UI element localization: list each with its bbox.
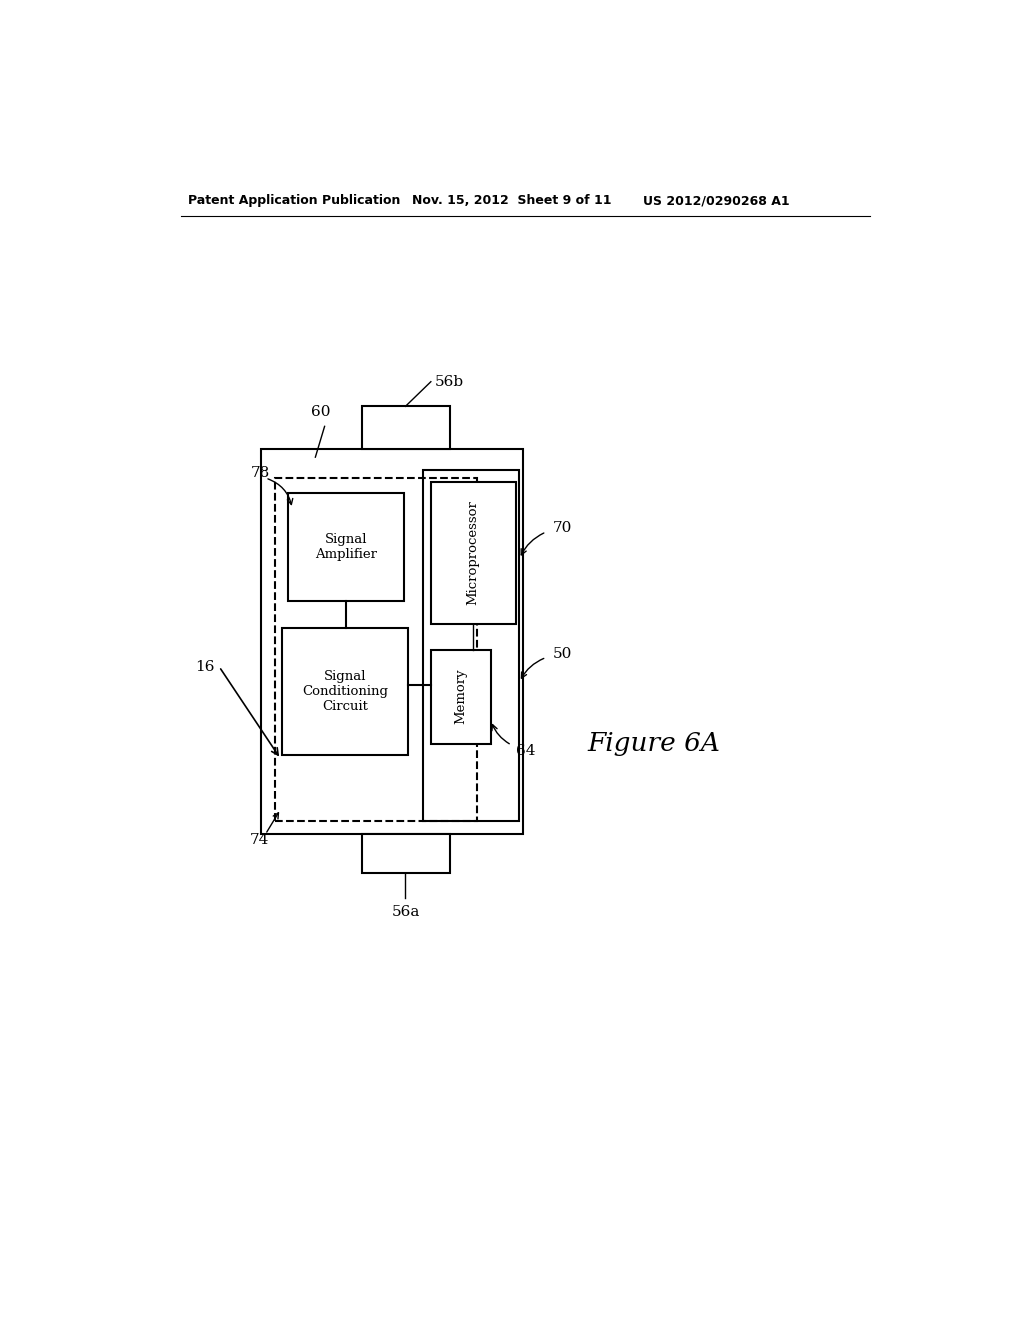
Text: 78: 78 xyxy=(250,466,269,479)
Text: 64: 64 xyxy=(515,744,536,758)
Text: US 2012/0290268 A1: US 2012/0290268 A1 xyxy=(643,194,790,207)
Bar xyxy=(289,494,403,601)
Text: 16: 16 xyxy=(196,660,215,673)
Bar xyxy=(283,628,408,755)
Text: Patent Application Publication: Patent Application Publication xyxy=(188,194,400,207)
Text: Signal
Amplifier: Signal Amplifier xyxy=(315,533,377,561)
Text: 56b: 56b xyxy=(435,375,464,388)
Text: Memory: Memory xyxy=(455,669,467,725)
Bar xyxy=(361,834,451,873)
Text: 50: 50 xyxy=(553,647,571,660)
Text: 74: 74 xyxy=(250,833,269,847)
Text: Nov. 15, 2012  Sheet 9 of 11: Nov. 15, 2012 Sheet 9 of 11 xyxy=(412,194,611,207)
Text: Figure 6A: Figure 6A xyxy=(588,731,721,756)
Text: 56a: 56a xyxy=(391,906,420,919)
Bar xyxy=(431,649,490,743)
Bar xyxy=(275,478,477,821)
Text: Microprocessor: Microprocessor xyxy=(467,500,479,606)
Bar xyxy=(431,482,515,624)
Text: 70: 70 xyxy=(553,521,571,535)
Bar xyxy=(261,449,523,834)
Text: 60: 60 xyxy=(311,405,331,418)
Bar xyxy=(423,470,519,821)
Text: Signal
Conditioning
Circuit: Signal Conditioning Circuit xyxy=(302,671,388,713)
Bar xyxy=(361,407,451,449)
